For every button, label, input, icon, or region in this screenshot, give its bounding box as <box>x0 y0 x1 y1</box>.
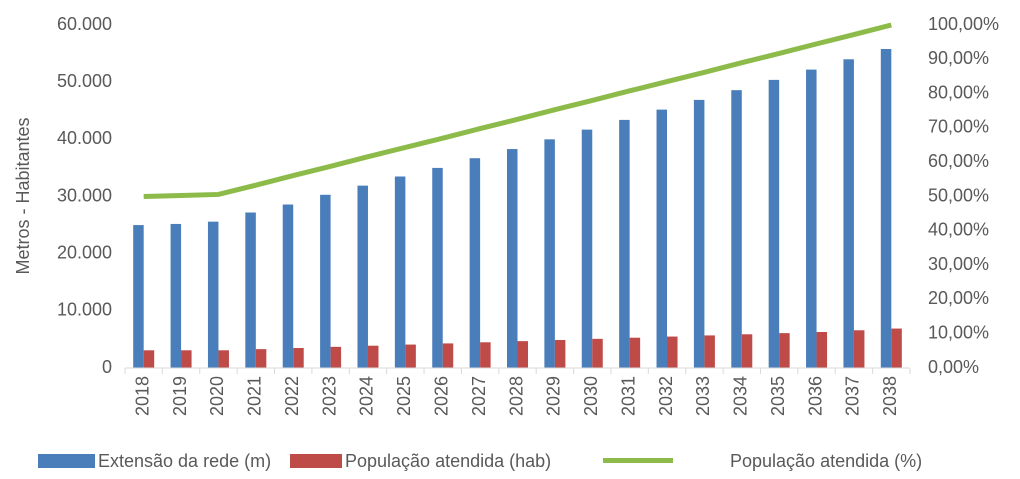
bar <box>133 225 144 368</box>
bar <box>517 341 528 368</box>
bar <box>779 333 790 368</box>
x-tick-label: 2020 <box>207 376 227 416</box>
bar <box>629 337 641 368</box>
x-tick-label: 2019 <box>170 376 190 416</box>
bar <box>357 185 368 368</box>
bar <box>581 129 593 368</box>
x-tick-label: 2022 <box>282 376 302 416</box>
x-tick-label: 2018 <box>132 376 152 416</box>
line <box>143 22 892 199</box>
x-tick-label: 2034 <box>731 376 751 416</box>
x-tick-label: 2025 <box>394 376 414 416</box>
x-tick-label: 2035 <box>768 376 788 416</box>
legend-label: População atendida (hab) <box>345 451 551 471</box>
bar <box>394 176 406 368</box>
bar <box>667 336 678 368</box>
y2-tick-label: 10,00% <box>928 322 989 342</box>
bar <box>480 342 491 368</box>
bar <box>442 343 454 368</box>
x-tick-label: 2021 <box>245 376 265 416</box>
x-tick-label: 2032 <box>656 376 676 416</box>
x-tick-label: 2026 <box>431 376 451 416</box>
bar <box>432 167 443 368</box>
y-tick-label: 20.000 <box>57 242 112 262</box>
bar <box>507 149 518 368</box>
bar <box>656 109 668 369</box>
bar <box>293 347 304 368</box>
y-tick-label: 60.000 <box>57 14 112 34</box>
x-tick-label: 2029 <box>544 376 564 416</box>
y-tick-label: 50.000 <box>57 71 112 91</box>
x-tick-label: 2036 <box>805 376 825 416</box>
y2-tick-label: 0,00% <box>928 357 979 377</box>
bar <box>143 350 155 368</box>
bar <box>693 99 705 368</box>
legend-swatch <box>290 454 342 468</box>
bar <box>891 328 902 368</box>
bar <box>592 338 603 368</box>
x-tick-label: 2024 <box>357 376 377 416</box>
x-tick-label: 2028 <box>506 376 526 416</box>
y-tick-label: 30.000 <box>57 185 112 205</box>
bar <box>282 204 294 368</box>
bar <box>806 69 817 368</box>
y2-tick-label: 100,00% <box>928 14 999 34</box>
bar <box>853 330 865 368</box>
bar <box>816 331 828 368</box>
y2-tick-label: 40,00% <box>928 220 989 240</box>
bar <box>619 119 630 368</box>
bar <box>704 335 715 368</box>
bar <box>170 223 182 368</box>
bar <box>218 350 229 368</box>
y2-tick-label: 50,00% <box>928 185 989 205</box>
bar <box>330 346 342 368</box>
y2-tick-label: 70,00% <box>928 117 989 137</box>
bar <box>731 90 742 369</box>
bar <box>554 339 566 368</box>
bar <box>245 212 256 368</box>
bar <box>469 158 481 368</box>
x-tick-label: 2030 <box>581 376 601 416</box>
x-tick-label: 2023 <box>319 376 339 416</box>
x-tick-label: 2033 <box>693 376 713 416</box>
bar <box>255 349 267 368</box>
y2-tick-label: 30,00% <box>928 254 989 274</box>
legend-swatch <box>38 454 95 468</box>
bar <box>880 49 892 368</box>
bar <box>741 334 753 368</box>
bar <box>405 344 416 368</box>
bar <box>367 345 379 368</box>
bar <box>768 79 780 368</box>
legend-swatch <box>603 458 673 463</box>
x-tick-label: 2027 <box>469 376 489 416</box>
y2-tick-label: 90,00% <box>928 48 989 68</box>
bar <box>544 139 555 368</box>
y-tick-label: 10.000 <box>57 300 112 320</box>
bar <box>181 350 192 368</box>
bar <box>207 221 219 368</box>
bar <box>320 194 331 368</box>
y2-tick-label: 80,00% <box>928 82 989 102</box>
x-tick-label: 2037 <box>843 376 863 416</box>
y-axis-title: Metros - Habitantes <box>13 117 33 274</box>
x-tick-label: 2031 <box>618 376 638 416</box>
y2-tick-label: 60,00% <box>928 151 989 171</box>
legend-label: Extensão da rede (m) <box>98 451 271 471</box>
x-tick-label: 2038 <box>880 376 900 416</box>
bar <box>843 59 854 369</box>
y2-tick-label: 20,00% <box>928 288 989 308</box>
y-tick-label: 40.000 <box>57 128 112 148</box>
legend-label: População atendida (%) <box>730 451 922 471</box>
y-tick-label: 0 <box>102 357 112 377</box>
